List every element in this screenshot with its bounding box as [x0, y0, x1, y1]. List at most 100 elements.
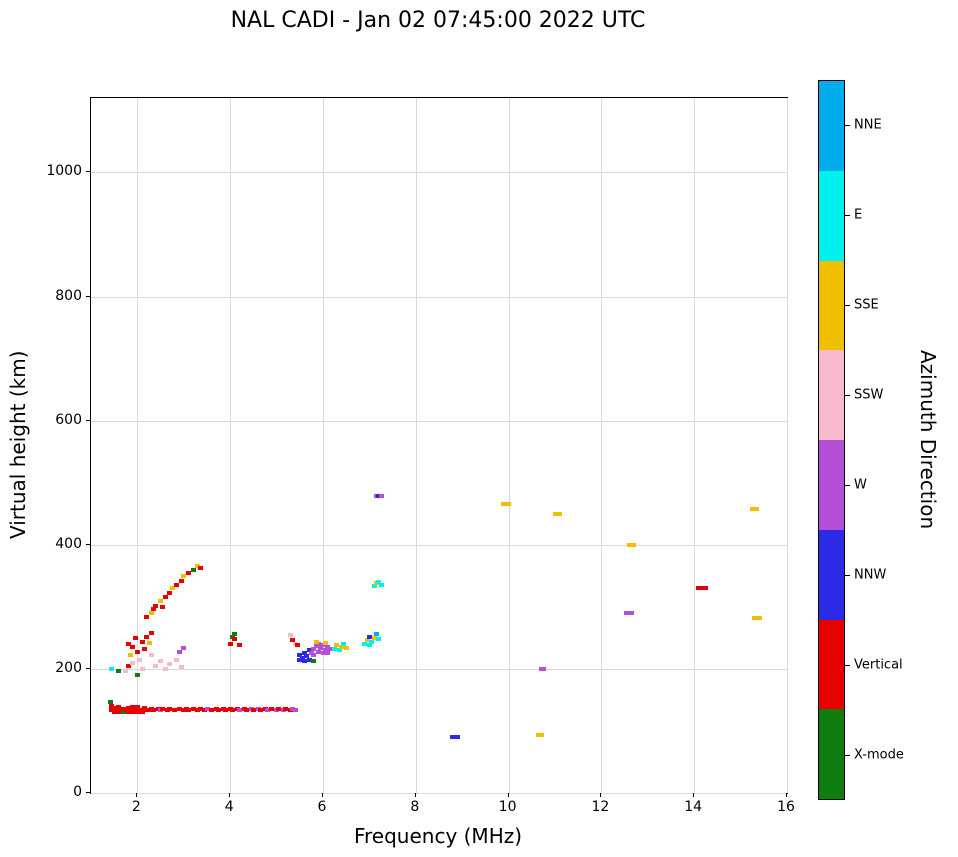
data-point	[158, 599, 164, 604]
colorbar-segment-vertical	[819, 619, 844, 710]
data-point	[130, 645, 136, 650]
data-point	[294, 643, 300, 648]
x-tick-mark	[786, 793, 787, 797]
data-point	[141, 705, 147, 710]
data-point	[169, 586, 175, 591]
x-tick-label: 4	[224, 799, 234, 815]
data-point	[148, 611, 154, 616]
data-point	[378, 494, 384, 499]
colorbar-segment-nnw	[819, 529, 844, 620]
data-point	[232, 637, 238, 642]
data-point	[288, 632, 294, 637]
data-point	[160, 604, 166, 609]
data-point	[297, 658, 303, 663]
data-point	[320, 650, 326, 655]
y-tick-label: 800	[55, 287, 82, 304]
colorbar-tick	[845, 485, 850, 486]
colorbar-segment-nne	[819, 81, 844, 171]
data-point	[181, 646, 187, 651]
colorbar-tick	[845, 125, 850, 126]
data-point	[146, 640, 152, 645]
data-point	[339, 644, 345, 649]
data-point	[230, 707, 236, 712]
data-point	[557, 511, 563, 516]
data-point	[371, 635, 377, 640]
data-point	[378, 582, 384, 587]
data-point	[364, 638, 370, 643]
data-point	[327, 647, 333, 652]
y-gridline	[91, 544, 787, 546]
data-point	[311, 658, 317, 663]
colorbar-category-label: E	[854, 207, 863, 223]
colorbar-segment-ssw	[819, 350, 844, 440]
y-tick-label: 0	[73, 784, 82, 800]
data-point	[756, 616, 762, 620]
y-tick-label: 600	[55, 411, 82, 428]
data-point	[341, 642, 347, 647]
data-point	[250, 707, 256, 712]
y-gridline	[91, 296, 787, 298]
x-tick-mark	[507, 793, 509, 797]
data-point	[185, 570, 191, 575]
data-point	[127, 653, 133, 658]
data-point	[160, 706, 166, 711]
data-point	[144, 634, 150, 639]
colorbar-segment-x-mode	[819, 709, 844, 799]
data-point	[130, 705, 136, 710]
x-axis-label: Frequency (MHz)	[353, 824, 523, 848]
colorbar-tick	[845, 575, 850, 576]
data-point	[153, 663, 159, 668]
data-point	[301, 659, 307, 664]
data-point	[243, 707, 249, 712]
colorbar-tick	[845, 305, 850, 306]
data-point	[132, 635, 138, 640]
x-tick-label: 12	[591, 799, 610, 815]
data-point	[703, 586, 709, 591]
data-point	[144, 615, 150, 620]
data-point	[190, 707, 196, 712]
x-tick-label: 6	[317, 799, 327, 815]
colorbar	[818, 80, 845, 800]
data-point	[204, 706, 210, 711]
data-point	[148, 630, 154, 635]
data-point	[227, 642, 233, 647]
data-point	[283, 707, 289, 712]
data-point	[141, 647, 147, 652]
data-point	[322, 647, 328, 652]
data-point	[313, 640, 319, 645]
colorbar-category-label: SSE	[854, 297, 879, 313]
data-point	[134, 649, 140, 654]
data-point	[148, 653, 154, 658]
colorbar-category-label: Vertical	[854, 657, 903, 673]
data-point	[230, 634, 236, 639]
data-point	[297, 653, 303, 658]
data-point	[343, 645, 349, 650]
data-point	[195, 563, 201, 568]
y-tick-label: 200	[55, 659, 82, 676]
data-point	[311, 647, 317, 652]
y-tick-mark	[86, 792, 90, 793]
y-gridline	[91, 668, 787, 670]
data-point	[174, 582, 180, 587]
data-point	[178, 578, 184, 583]
data-point	[455, 735, 461, 740]
data-point	[162, 666, 168, 671]
x-tick-mark	[414, 793, 416, 797]
data-point	[114, 707, 120, 712]
y-tick-mark	[86, 295, 90, 297]
colorbar-tick	[845, 755, 850, 756]
data-point	[216, 707, 222, 712]
y-gridline	[91, 793, 787, 794]
colorbar-segment-sse	[819, 260, 844, 351]
colorbar-category-label: NNE	[854, 117, 882, 133]
data-point	[318, 646, 324, 651]
data-point	[264, 707, 270, 712]
x-tick-mark	[322, 793, 323, 797]
data-point	[174, 657, 180, 662]
data-point	[276, 706, 282, 711]
data-point	[315, 649, 321, 654]
data-point	[325, 650, 331, 655]
colorbar-tick	[845, 665, 850, 666]
data-point	[116, 705, 122, 710]
data-point	[116, 669, 122, 674]
